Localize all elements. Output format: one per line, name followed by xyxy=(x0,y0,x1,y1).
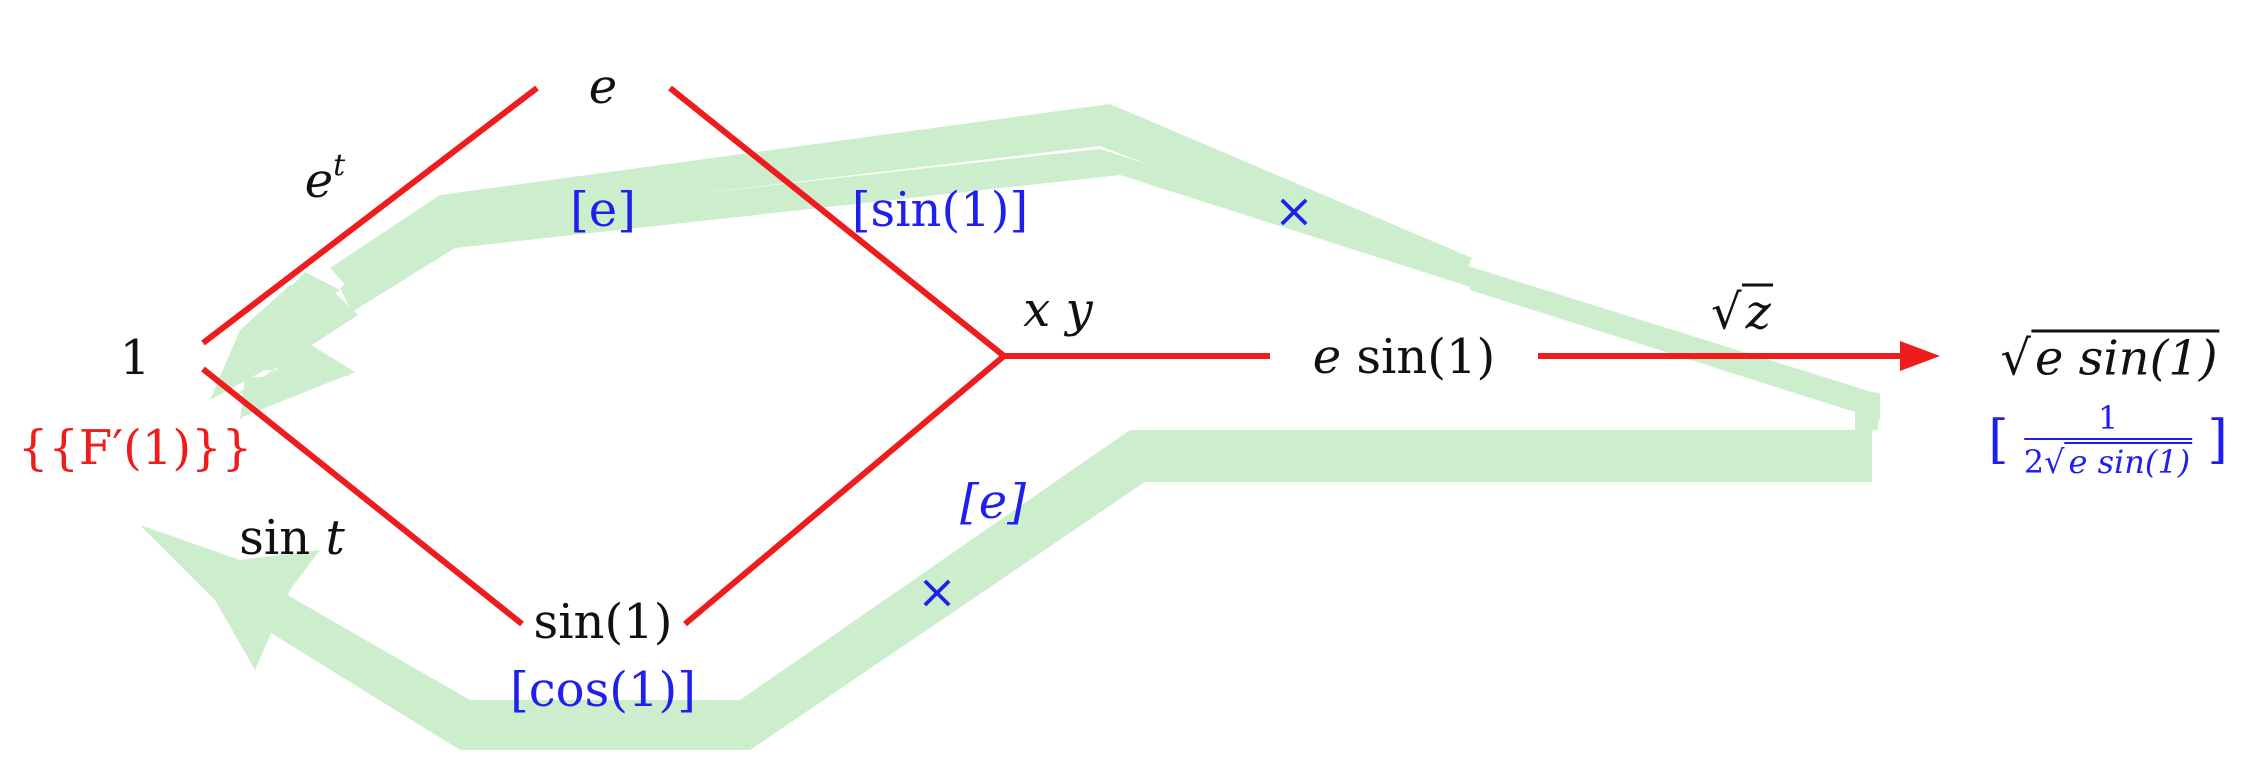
op-sin-fn: sin xyxy=(239,510,311,566)
node-product-e: e xyxy=(1312,329,1342,385)
node-input-text: 1 xyxy=(119,330,151,386)
adjoint-cos-edge: [cos(1)] xyxy=(510,666,696,714)
adjoint-e-edge: [e] xyxy=(960,478,1026,526)
node-product: e sin(1) xyxy=(1313,333,1496,381)
product-mark-top: × xyxy=(1274,187,1314,235)
backprop-arrow-bottom xyxy=(140,430,1872,750)
adjoint-cos-edge-text: [cos(1)] xyxy=(510,662,696,718)
graph-edges xyxy=(201,85,1940,627)
node-exp: e xyxy=(589,63,617,111)
result-derivative: {{F′(1)}} xyxy=(18,424,252,472)
edge-exp-to-product xyxy=(668,85,1006,359)
op-mul-text: x y xyxy=(1023,282,1093,338)
node-sin: sin(1) xyxy=(534,598,673,646)
product-mark-bottom-text: × xyxy=(916,564,958,620)
adjoint-sin1-edge-text: [sin(1)] xyxy=(851,182,1029,238)
node-input: 1 xyxy=(120,334,151,382)
op-sqrt-var: z xyxy=(1741,283,1773,337)
adjoint-output-coef: 2 xyxy=(2023,443,2045,481)
backprop-arrow-top xyxy=(210,104,1880,432)
adjoint-output-numerator: 1 xyxy=(2097,399,2119,437)
adjoint-output-den-radicand: e sin(1) xyxy=(2064,442,2193,478)
op-sin: sin t xyxy=(239,514,344,562)
edge-input-to-sin xyxy=(201,366,524,627)
op-exp-base: e xyxy=(304,153,334,209)
adjoint-sin1-edge: [sin(1)] xyxy=(852,186,1028,234)
adjoint-output-denominator: 2√ e sin(1) xyxy=(2023,440,2193,481)
adjoint-output: [ 1 2√ e sin(1) ] xyxy=(1988,402,2228,478)
node-product-fn: sin(1) xyxy=(1356,329,1496,385)
adjoint-output-open: [ xyxy=(1988,410,2009,470)
adjoint-output-close: ] xyxy=(2207,410,2228,470)
adjoint-exp-edge: [e] xyxy=(570,186,636,234)
result-derivative-text: {{F′(1)}} xyxy=(17,420,253,476)
adjoint-output-fraction: 1 2√ e sin(1) xyxy=(2023,399,2193,481)
edge-sqrt-arrowhead xyxy=(1900,341,1940,371)
op-exp: et xyxy=(305,148,346,206)
node-exp-text: e xyxy=(588,59,618,115)
op-sqrt-sign-icon: √ xyxy=(1711,284,1742,341)
edge-sin-to-product xyxy=(683,353,1006,627)
node-output-radicand: e sin(1) xyxy=(2031,329,2220,383)
product-mark-top-text: × xyxy=(1273,183,1315,239)
node-output: √e sin(1) xyxy=(2000,329,2220,387)
op-sin-var: t xyxy=(325,510,345,566)
op-exp-var: t xyxy=(333,148,346,183)
sqrt-sign-icon: √ xyxy=(2000,330,2032,387)
node-sin-text: sin(1) xyxy=(533,594,673,650)
product-mark-bottom: × xyxy=(917,568,957,616)
denominator-sqrt-sign-icon: √ xyxy=(2044,443,2065,481)
adjoint-exp-edge-text: [e] xyxy=(570,182,636,238)
fraction-bar xyxy=(2023,438,2193,440)
edge-input-to-exp xyxy=(201,85,539,346)
op-mul: x y xyxy=(1023,286,1092,334)
op-sqrt: √z xyxy=(1711,283,1773,341)
adjoint-e-edge-text: [e] xyxy=(960,474,1026,530)
